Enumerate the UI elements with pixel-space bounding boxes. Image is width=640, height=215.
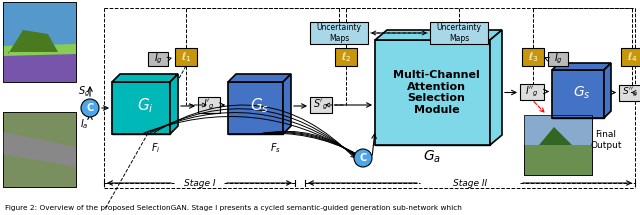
Text: $S''_g$: $S''_g$	[622, 86, 638, 99]
Bar	[524, 115, 592, 175]
Text: $F_s$: $F_s$	[270, 141, 281, 155]
Polygon shape	[112, 82, 170, 134]
Polygon shape	[283, 74, 291, 134]
Polygon shape	[112, 82, 170, 134]
Text: Figure 2: Overview of the proposed SelectionGAN. Stage I presents a cycled seman: Figure 2: Overview of the proposed Selec…	[5, 205, 462, 211]
Text: Uncertainty
Maps: Uncertainty Maps	[317, 23, 362, 43]
Text: $\ell_4$: $\ell_4$	[627, 50, 637, 64]
Text: $S_g$: $S_g$	[78, 85, 90, 99]
Bar	[619, 84, 640, 100]
Polygon shape	[552, 70, 604, 118]
Bar	[3, 52, 76, 82]
Polygon shape	[170, 74, 178, 134]
Bar	[310, 97, 332, 113]
Bar	[522, 48, 544, 66]
Polygon shape	[112, 74, 178, 82]
Polygon shape	[375, 30, 502, 40]
Bar	[520, 83, 544, 100]
Bar	[548, 52, 568, 66]
Text: $G_s$: $G_s$	[573, 84, 590, 101]
Text: $\ell_3$: $\ell_3$	[528, 50, 538, 64]
Polygon shape	[3, 132, 76, 167]
Polygon shape	[552, 63, 611, 70]
Bar	[175, 48, 197, 66]
Text: $I_a$: $I_a$	[80, 117, 88, 131]
Polygon shape	[375, 40, 490, 145]
Text: $I'_g$: $I'_g$	[203, 98, 215, 112]
Polygon shape	[8, 30, 58, 54]
Bar	[335, 48, 357, 66]
Text: Stage I: Stage I	[184, 178, 216, 187]
Bar	[524, 115, 592, 175]
Text: $I''_g$: $I''_g$	[525, 84, 539, 99]
Bar	[3, 112, 76, 187]
Text: $S'_g$: $S'_g$	[314, 98, 328, 112]
Bar	[3, 2, 76, 82]
Bar	[198, 97, 220, 113]
Polygon shape	[3, 44, 76, 56]
Text: Final
Output: Final Output	[590, 130, 621, 150]
Text: $F_i$: $F_i$	[151, 141, 161, 155]
Bar	[524, 115, 592, 145]
Text: $I_g$: $I_g$	[154, 52, 163, 66]
Polygon shape	[552, 70, 604, 118]
Bar	[621, 48, 640, 66]
Text: $I_g$: $I_g$	[554, 52, 563, 66]
Bar	[3, 2, 76, 82]
Polygon shape	[539, 127, 572, 145]
Text: $G_i$: $G_i$	[136, 97, 154, 115]
Text: Uncertainty
Maps: Uncertainty Maps	[436, 23, 481, 43]
Bar	[148, 52, 168, 66]
Bar	[430, 22, 488, 44]
Circle shape	[354, 149, 372, 167]
Polygon shape	[375, 40, 490, 145]
Text: Multi-Channel
Attention
Selection
Module: Multi-Channel Attention Selection Module	[393, 70, 480, 115]
Circle shape	[81, 99, 99, 117]
Text: $G_s$: $G_s$	[250, 97, 269, 115]
Polygon shape	[228, 82, 283, 134]
Text: $\ell_1$: $\ell_1$	[180, 50, 191, 64]
Text: $\ell_2$: $\ell_2$	[341, 50, 351, 64]
Bar	[310, 22, 368, 44]
Text: C: C	[86, 103, 93, 113]
Text: Stage II: Stage II	[453, 178, 487, 187]
Polygon shape	[228, 74, 291, 82]
Text: C: C	[360, 153, 367, 163]
Polygon shape	[228, 82, 283, 134]
Bar	[3, 112, 76, 187]
Polygon shape	[490, 30, 502, 145]
Text: $G_a$: $G_a$	[424, 149, 442, 165]
Polygon shape	[604, 63, 611, 118]
